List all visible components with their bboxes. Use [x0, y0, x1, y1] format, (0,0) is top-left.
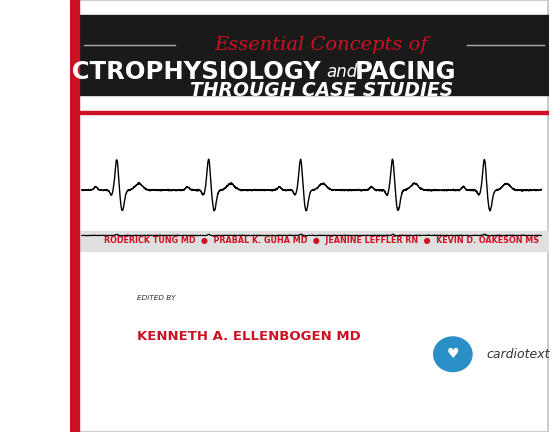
Text: RODERICK TUNG MD  ●  PRABAL K. GUHA MD  ●  JEANINE LEFFLER RN  ●  KEVIN D. OAKES: RODERICK TUNG MD ● PRABAL K. GUHA MD ● J… — [104, 236, 539, 245]
Text: PACING: PACING — [354, 60, 456, 84]
Text: Essential Concepts of: Essential Concepts of — [214, 36, 428, 54]
Text: EDITED BY: EDITED BY — [137, 295, 175, 301]
Text: THROUGH CASE STUDIES: THROUGH CASE STUDIES — [190, 81, 453, 100]
Bar — [78, 231, 549, 251]
Text: cardiotext: cardiotext — [486, 348, 550, 361]
Circle shape — [433, 337, 472, 372]
Text: KENNETH A. ELLENBOGEN MD: KENNETH A. ELLENBOGEN MD — [137, 330, 361, 343]
Bar — [70, 0, 78, 432]
Text: ELECTROPHYSIOLOGY: ELECTROPHYSIOLOGY — [24, 60, 321, 84]
Text: and: and — [326, 63, 357, 81]
Text: ♥: ♥ — [447, 347, 459, 361]
Bar — [78, 15, 549, 95]
Bar — [78, 111, 549, 114]
